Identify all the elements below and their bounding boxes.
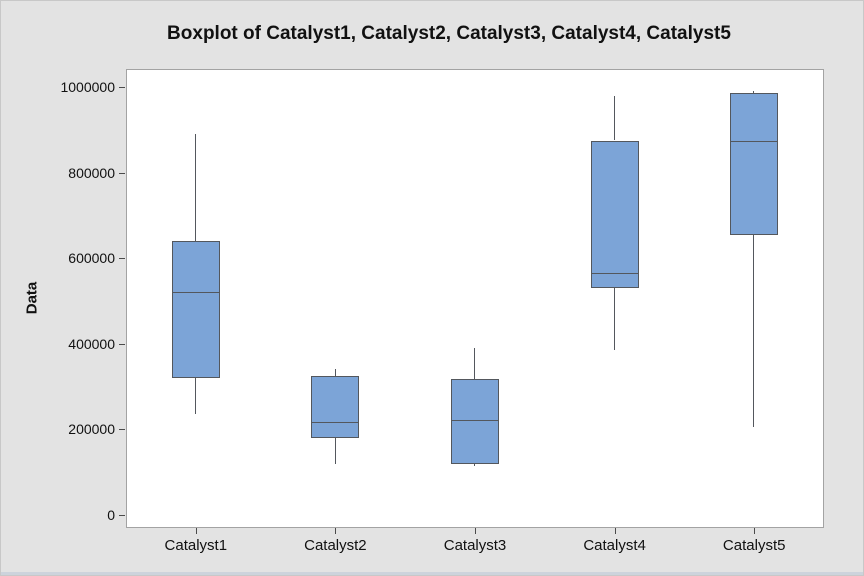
box-catalyst3: [451, 378, 499, 464]
whisker-lower-catalyst5: [753, 234, 755, 428]
y-tick-mark: [119, 258, 125, 260]
y-axis-label: Data: [23, 281, 41, 315]
y-tick-label: 600000: [68, 250, 115, 267]
median-line-catalyst3: [451, 419, 499, 421]
median-line-catalyst2: [311, 421, 360, 423]
y-tick-mark: [119, 343, 125, 345]
window-bottom-edge: [1, 572, 863, 575]
median-line-catalyst5: [730, 140, 779, 142]
x-tick-mark: [475, 528, 476, 534]
y-tick-label: 0: [107, 507, 115, 523]
x-tick-mark: [195, 528, 197, 534]
x-category-label: Catalyst3: [443, 537, 507, 554]
x-category-label: Catalyst1: [164, 537, 228, 554]
whisker-lower-catalyst2: [334, 437, 336, 464]
median-line-catalyst4: [590, 273, 639, 275]
x-category-label: Catalyst4: [583, 537, 646, 554]
whisker-upper-catalyst5: [753, 91, 755, 94]
whisker-upper-catalyst4: [613, 95, 615, 141]
x-category-label: Catalyst2: [304, 537, 367, 554]
box-catalyst1: [171, 241, 220, 379]
y-tick-label: 1000000: [60, 79, 115, 95]
box-catalyst5: [730, 93, 779, 235]
chart-title: Boxplot of Catalyst1, Catalyst2, Catalys…: [167, 23, 731, 44]
y-tick-mark: [119, 172, 125, 174]
whisker-lower-catalyst1: [195, 378, 197, 415]
y-tick-mark: [119, 429, 125, 431]
box-catalyst4: [590, 140, 639, 289]
y-tick-label: 400000: [68, 335, 115, 352]
y-tick-mark: [119, 515, 125, 516]
y-tick-label: 200000: [68, 421, 115, 438]
whisker-upper-catalyst2: [334, 369, 336, 376]
box-catalyst2: [311, 375, 360, 438]
median-line-catalyst1: [171, 292, 220, 294]
y-tick-label: 800000: [68, 164, 115, 181]
x-tick-mark: [754, 528, 756, 534]
x-tick-mark: [335, 528, 337, 534]
x-category-label: Catalyst5: [722, 537, 786, 554]
whisker-upper-catalyst3: [474, 348, 476, 379]
whisker-lower-catalyst3: [474, 463, 476, 466]
whisker-lower-catalyst4: [613, 288, 615, 351]
x-tick-mark: [614, 528, 616, 534]
whisker-upper-catalyst1: [195, 134, 197, 242]
y-tick-mark: [119, 87, 125, 88]
